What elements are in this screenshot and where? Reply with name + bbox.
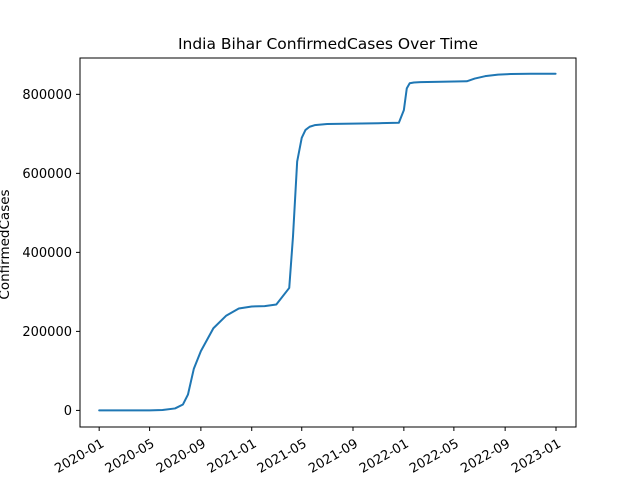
y-tick-label: 600000 <box>22 167 72 182</box>
y-tick-label: 200000 <box>22 325 72 340</box>
y-axis-label: ConfirmedCases <box>0 189 13 299</box>
y-tick-label: 400000 <box>22 246 72 261</box>
series-line-confirmedcases <box>98 72 557 412</box>
y-tick-label: 800000 <box>22 88 72 103</box>
chart-title: India Bihar ConfirmedCases Over Time <box>178 35 478 53</box>
y-axis: 0 200000 400000 600000 800000 <box>22 88 80 419</box>
plot-area <box>79 57 577 428</box>
y-tick-label: 0 <box>64 404 72 419</box>
